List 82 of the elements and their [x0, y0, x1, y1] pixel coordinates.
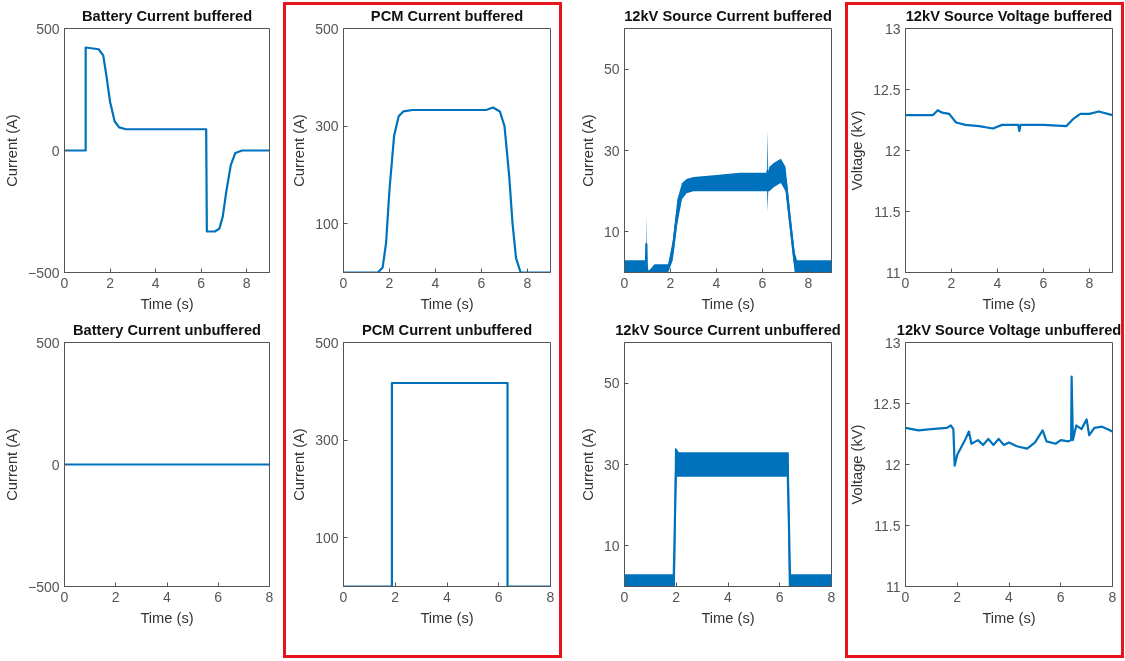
- y-tick-label: 500: [315, 20, 339, 37]
- x-tick-label: 4: [443, 588, 452, 605]
- chart-title: 12kV Source Current buffered: [624, 7, 832, 24]
- y-tick-label: 30: [603, 456, 620, 473]
- x-tick-label: 2: [391, 588, 400, 605]
- x-tick-label: 2: [111, 588, 120, 605]
- y-tick-label: 500: [36, 20, 60, 37]
- x-tick-label: 8: [546, 588, 555, 605]
- x-tick-label: 6: [494, 588, 503, 605]
- chart-title: 12kV Source Voltage buffered: [905, 7, 1113, 24]
- y-tick-label: 12: [884, 142, 901, 159]
- x-tick-label: 2: [385, 274, 394, 291]
- x-axis-title: Time (s): [420, 609, 474, 626]
- x-tick-label: 6: [758, 274, 767, 291]
- y-tick-label: 300: [315, 432, 339, 449]
- x-tick-label: 6: [477, 274, 486, 291]
- x-tick-label: 4: [151, 274, 160, 291]
- y-tick-label: −500: [27, 264, 60, 281]
- x-tick-label: 8: [827, 588, 836, 605]
- x-tick-label: 8: [1108, 588, 1117, 605]
- x-tick-label: 4: [163, 588, 172, 605]
- y-tick-label: 10: [603, 223, 620, 240]
- x-tick-label: 4: [724, 588, 733, 605]
- y-tick-label: 11.5: [874, 517, 901, 534]
- x-tick-label: 2: [947, 274, 956, 291]
- y-axis-title: Current (A): [579, 114, 596, 187]
- x-axis-title: Time (s): [701, 295, 755, 312]
- y-axis-title: Current (A): [291, 428, 308, 501]
- x-tick-label: 2: [666, 274, 675, 291]
- x-tick-label: 2: [953, 588, 962, 605]
- x-axis-title: Time (s): [140, 295, 194, 312]
- y-tick-label: 11: [885, 264, 901, 281]
- x-axis-title: Time (s): [701, 609, 755, 626]
- x-tick-label: 8: [804, 274, 813, 291]
- y-axis-title: Voltage (kV): [849, 424, 866, 505]
- x-axis-title: Time (s): [420, 295, 474, 312]
- y-tick-label: 100: [315, 215, 339, 232]
- y-tick-label: 300: [315, 118, 339, 135]
- y-axis-title: Current (A): [3, 428, 20, 501]
- y-tick-label: −500: [27, 578, 60, 595]
- y-tick-label: 11.5: [874, 203, 901, 220]
- y-tick-label: 12.5: [873, 81, 901, 98]
- y-tick-label: 0: [51, 142, 60, 159]
- x-tick-label: 8: [265, 588, 274, 605]
- x-tick-label: 6: [1056, 588, 1065, 605]
- y-axis-title: Current (A): [291, 114, 308, 187]
- y-tick-label: 13: [884, 20, 901, 37]
- x-tick-label: 4: [431, 274, 440, 291]
- y-tick-label: 12: [884, 456, 901, 473]
- chart-title: Battery Current buffered: [81, 7, 253, 24]
- y-tick-label: 50: [603, 61, 620, 78]
- y-axis-title: Current (A): [3, 114, 20, 187]
- y-tick-label: 12.5: [873, 395, 901, 412]
- y-tick-label: 0: [51, 456, 60, 473]
- x-tick-label: 6: [1039, 274, 1048, 291]
- x-tick-label: 6: [214, 588, 223, 605]
- y-tick-label: 10: [603, 537, 620, 554]
- x-tick-label: 2: [672, 588, 681, 605]
- x-tick-label: 8: [1085, 274, 1094, 291]
- x-tick-label: 8: [242, 274, 251, 291]
- x-tick-label: 6: [197, 274, 206, 291]
- x-tick-label: 8: [523, 274, 532, 291]
- x-tick-label: 4: [993, 274, 1002, 291]
- y-tick-label: 100: [315, 529, 339, 546]
- x-axis-title: Time (s): [982, 609, 1036, 626]
- y-tick-label: 50: [603, 375, 620, 392]
- y-tick-label: 500: [36, 334, 60, 351]
- y-axis-title: Current (A): [579, 428, 596, 501]
- x-axis-title: Time (s): [982, 295, 1036, 312]
- x-tick-label: 2: [106, 274, 115, 291]
- x-axis-title: Time (s): [140, 609, 194, 626]
- y-tick-label: 11: [885, 578, 901, 595]
- chart-title: Battery Current unbuffered: [72, 321, 262, 338]
- chart-title: PCM Current unbuffered: [361, 321, 533, 338]
- y-axis-title: Voltage (kV): [849, 110, 866, 191]
- y-tick-label: 30: [603, 142, 620, 159]
- chart-title: 12kV Source Current unbuffered: [615, 321, 841, 338]
- chart-title: PCM Current buffered: [370, 7, 524, 24]
- x-tick-label: 6: [775, 588, 784, 605]
- x-tick-label: 4: [712, 274, 721, 291]
- y-tick-label: 500: [315, 334, 339, 351]
- x-tick-label: 4: [1005, 588, 1014, 605]
